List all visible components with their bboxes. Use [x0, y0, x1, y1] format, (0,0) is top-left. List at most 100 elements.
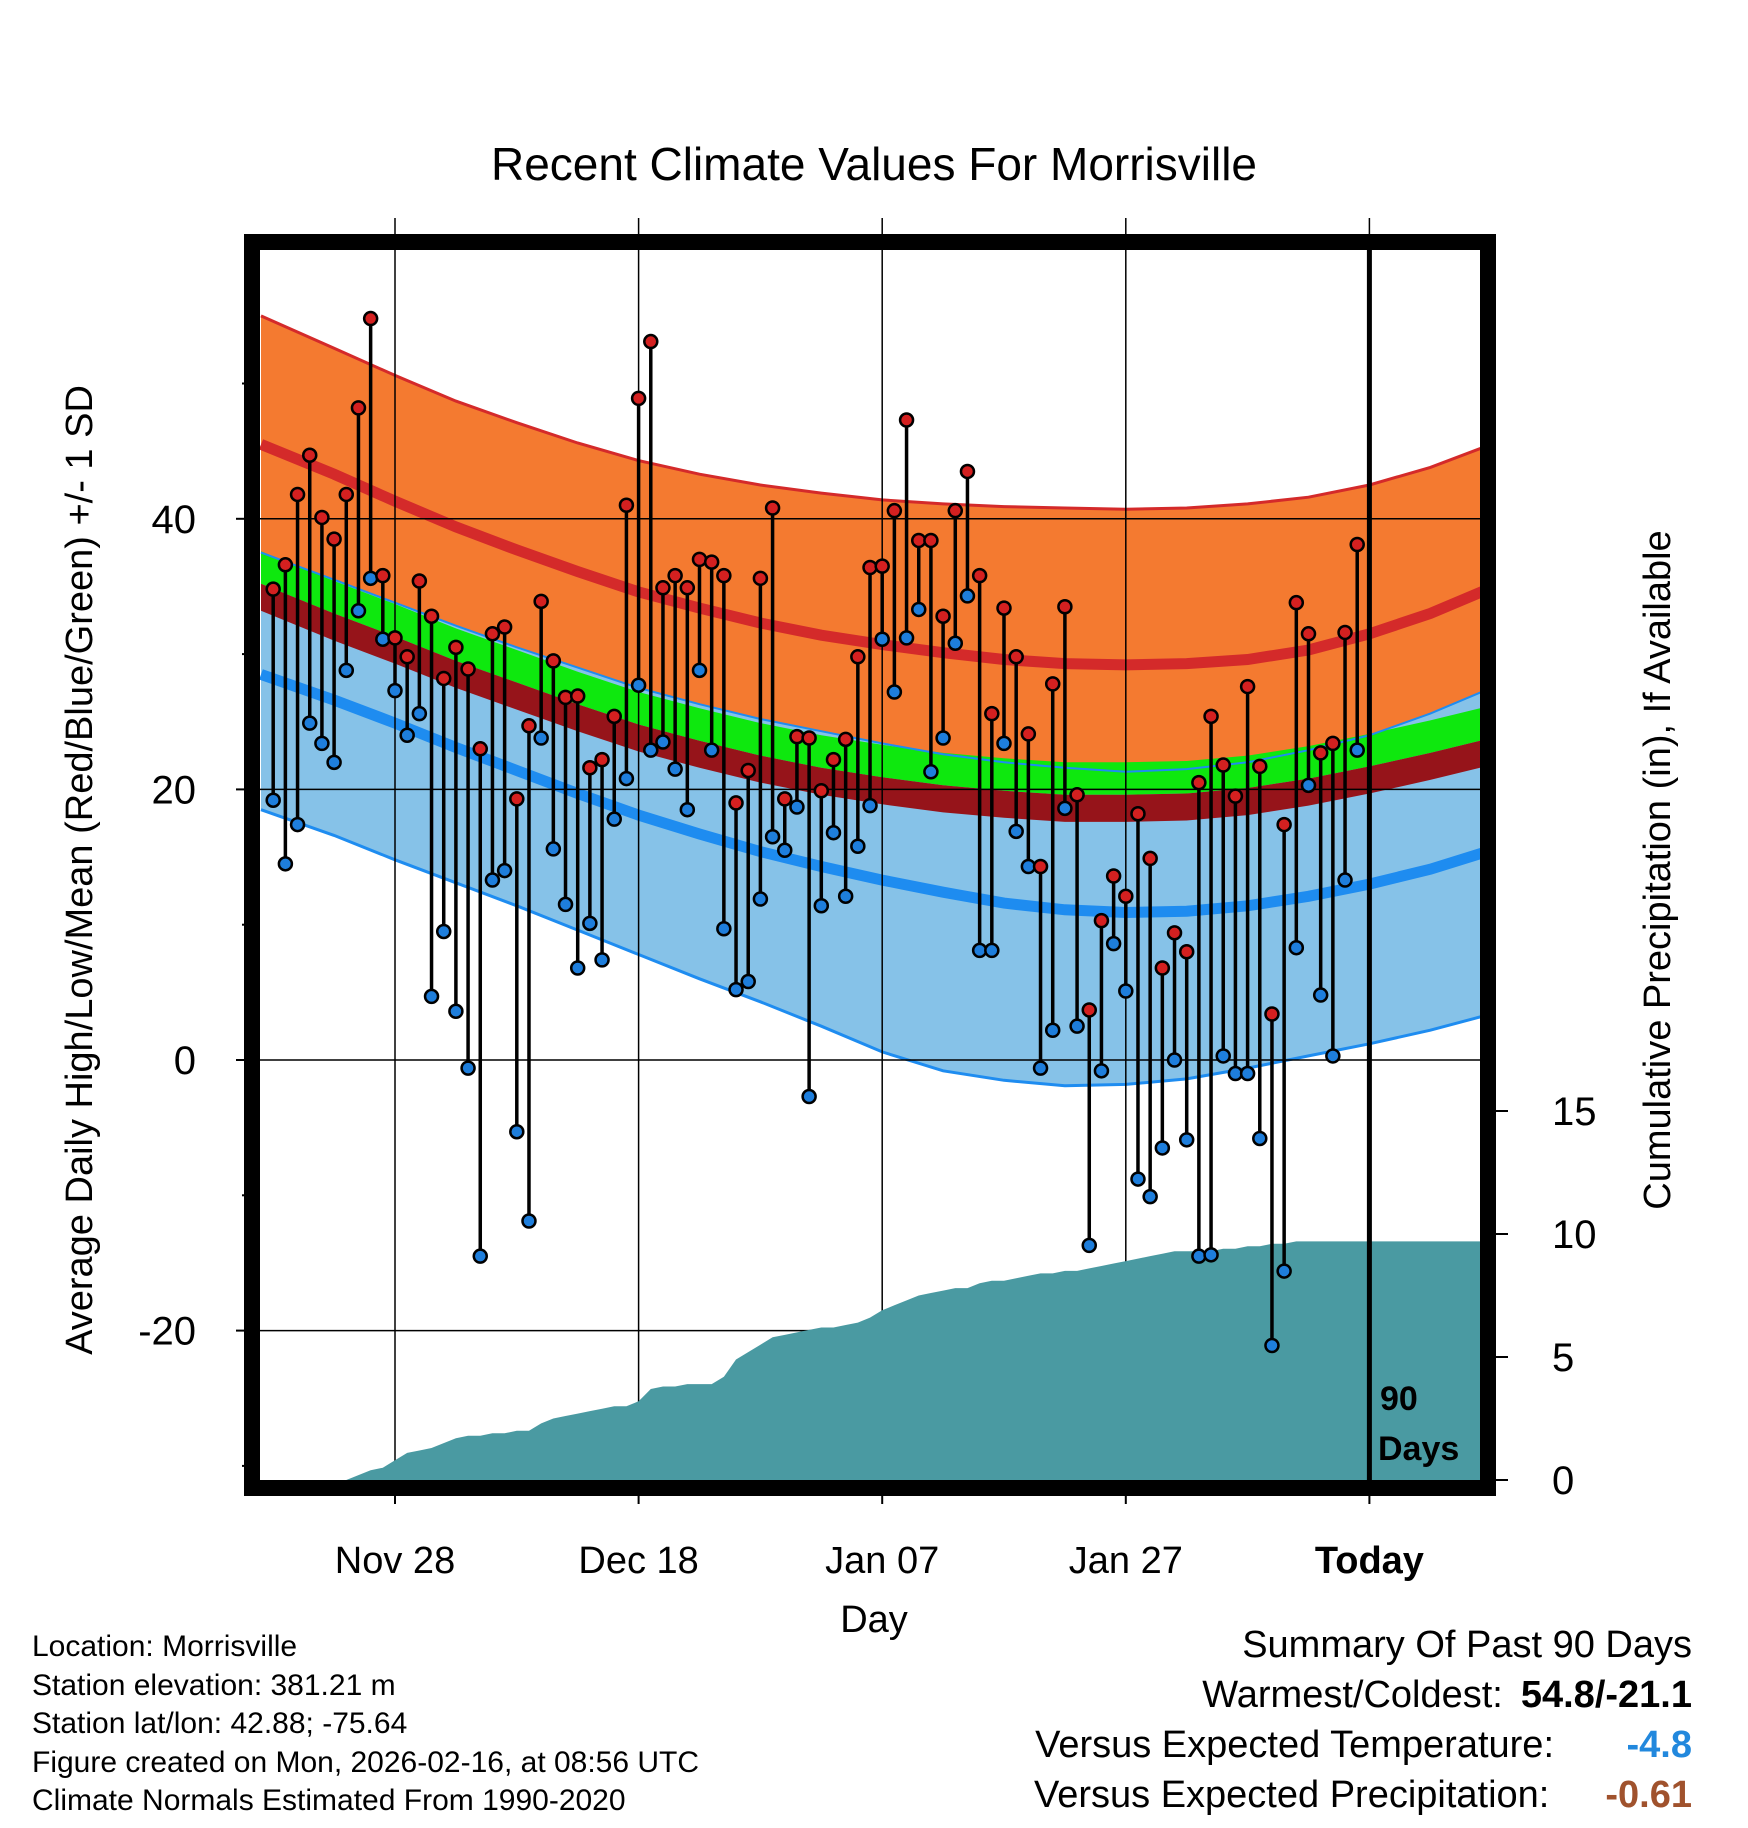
obs-low-point	[898, 630, 915, 646]
obs-high-point	[545, 653, 562, 669]
obs-low-point	[1130, 1171, 1146, 1187]
observed-values	[265, 310, 1365, 1354]
obs-high-point	[1057, 598, 1073, 615]
obs-high-point	[1239, 678, 1256, 695]
obs-low-point	[277, 856, 294, 872]
obs-high-point	[1276, 816, 1292, 833]
obs-low-point	[1069, 1018, 1085, 1034]
obs-low-point	[716, 921, 732, 937]
obs-high-point	[874, 558, 890, 574]
obs-low-point	[1081, 1237, 1098, 1254]
obs-low-point	[472, 1248, 489, 1264]
obs-high-point	[886, 502, 903, 519]
obs-high-point	[1337, 624, 1353, 641]
obs-high-point	[1227, 788, 1244, 804]
obs-low-point	[935, 730, 951, 746]
obs-high-point	[1166, 925, 1183, 941]
obs-high-point	[850, 649, 866, 665]
obs-high-point	[301, 447, 318, 463]
obs-high-point	[728, 795, 744, 811]
obs-high-point	[971, 567, 988, 584]
obs-low-point	[582, 915, 598, 932]
obs-high-point	[326, 531, 342, 547]
obs-low-point	[947, 635, 964, 652]
obs-low-point	[801, 1088, 817, 1105]
obs-high-point	[496, 619, 513, 635]
obs-high-point	[716, 567, 732, 584]
summary-temp: Versus Expected Temperature: -4.8	[1034, 1720, 1692, 1770]
warm-cold-label: Warmest/Coldest:	[1202, 1674, 1503, 1716]
today-days-label: 90	[1380, 1380, 1418, 1418]
obs-low-point	[886, 684, 903, 700]
obs-low-point	[618, 770, 635, 787]
obs-high-point	[630, 390, 647, 407]
obs-low-point	[630, 677, 647, 693]
obs-low-point	[1105, 935, 1122, 952]
obs-low-point	[703, 742, 720, 758]
obs-high-point	[801, 730, 817, 746]
obs-high-point	[643, 333, 659, 350]
obs-low-point	[1166, 1052, 1183, 1068]
obs-high-point	[1130, 806, 1146, 822]
obs-high-point	[898, 412, 915, 428]
obs-low-point	[350, 603, 367, 619]
obs-low-point	[777, 842, 793, 859]
obs-high-point	[1178, 944, 1195, 960]
obs-high-point	[1069, 787, 1085, 803]
obs-low-point	[655, 734, 671, 750]
obs-low-point	[1252, 1130, 1268, 1147]
obs-low-point	[509, 1123, 525, 1140]
obs-high-point	[338, 486, 355, 503]
y-tick-label: -20	[138, 1310, 196, 1354]
summary-title: Summary Of Past 90 Days	[1242, 1624, 1692, 1666]
obs-high-point	[996, 600, 1012, 616]
obs-high-point	[923, 532, 939, 549]
obs-high-point	[959, 463, 976, 480]
obs-high-point	[679, 580, 696, 596]
obs-low-point	[1008, 823, 1024, 840]
warm-cold-value: 54.8/-21.1	[1520, 1674, 1692, 1716]
obs-high-point	[362, 310, 379, 327]
high-sd-band	[261, 315, 1480, 772]
obs-low-point	[606, 811, 622, 827]
temp-anomaly-label: Versus Expected Temperature:	[1035, 1724, 1554, 1766]
y2-tick-label: 10	[1552, 1213, 1597, 1257]
obs-low-point	[289, 816, 306, 833]
obs-low-point	[1312, 987, 1329, 1003]
obs-high-point	[655, 580, 671, 596]
chart-title: Recent Climate Values For Morrisville	[491, 138, 1257, 190]
obs-low-point	[1337, 872, 1353, 888]
obs-low-point	[1178, 1132, 1195, 1148]
obs-high-point	[521, 718, 537, 734]
obs-low-point	[1288, 939, 1305, 956]
obs-low-point	[923, 764, 939, 780]
y-tick-label: 40	[152, 498, 197, 542]
obs-low-point	[496, 862, 513, 879]
obs-low-point	[435, 923, 452, 940]
y2-tick-label: 0	[1552, 1459, 1574, 1503]
precipitation-area	[346, 1241, 1480, 1480]
obs-high-point	[947, 502, 964, 519]
obs-low-point	[679, 801, 696, 818]
obs-high-point	[582, 760, 598, 776]
obs-low-point	[691, 662, 708, 679]
obs-low-point	[448, 1003, 464, 1020]
obs-low-point	[862, 797, 878, 814]
obs-low-points	[265, 570, 1365, 1354]
temp-anomaly-value: -4.8	[1626, 1724, 1692, 1766]
obs-high-point	[399, 649, 415, 665]
obs-low-point	[1032, 1060, 1049, 1076]
obs-high-point	[837, 731, 854, 748]
obs-low-point	[484, 872, 501, 888]
obs-low-point	[1044, 1022, 1061, 1038]
obs-low-point	[874, 631, 890, 647]
station-info: Location: Morrisville Station elevation:…	[32, 1628, 699, 1821]
obs-low-point	[959, 588, 976, 604]
obs-low-point	[1203, 1247, 1219, 1263]
obs-low-point	[423, 988, 440, 1005]
obs-high-point	[314, 509, 330, 526]
obs-low-point	[521, 1213, 537, 1229]
obs-high-point	[423, 608, 440, 624]
obs-high-point	[691, 551, 708, 568]
obs-low-point	[813, 898, 830, 914]
